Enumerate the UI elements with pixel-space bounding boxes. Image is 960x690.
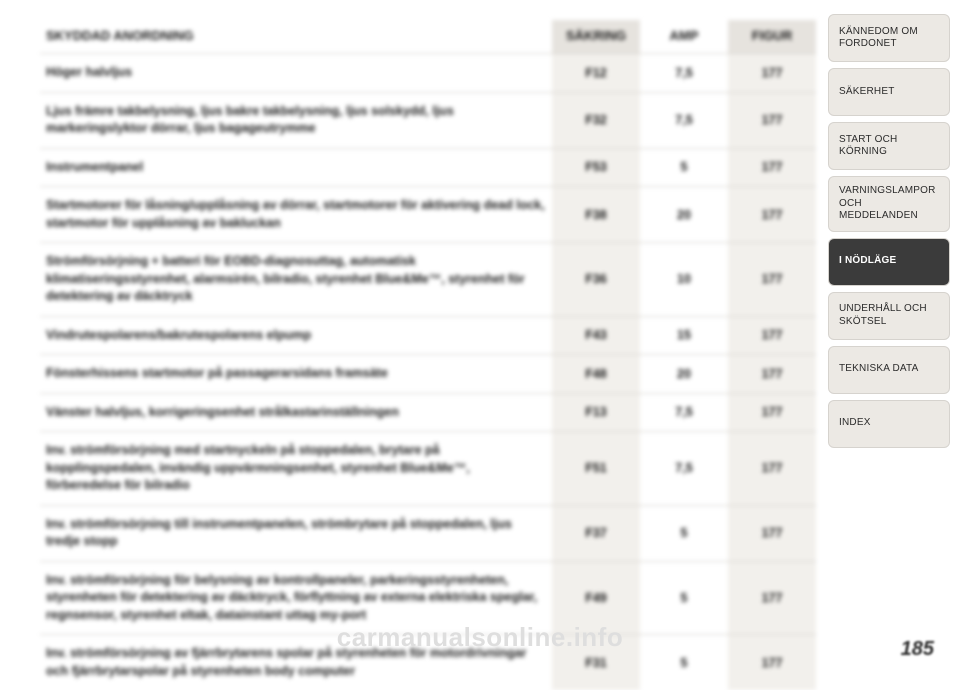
device-text: Inv. strömförsörjning till instrumentpan…: [46, 516, 546, 551]
cell-amp: 5: [640, 505, 728, 561]
cell-fig: 177: [728, 187, 816, 243]
cell-amp: 20: [640, 187, 728, 243]
page-number: 185: [901, 638, 934, 661]
th-device: SKYDDAD ANORDNING: [40, 20, 552, 54]
cell-device: Inv. strömförsörjning av fjärrbrytarens …: [40, 635, 552, 690]
device-text: Startmotorer för låsning/upplåsning av d…: [46, 197, 546, 232]
cell-fuse: F31: [552, 635, 640, 690]
cell-amp: 5: [640, 561, 728, 635]
cell-fuse: F36: [552, 243, 640, 317]
cell-fuse: F38: [552, 187, 640, 243]
cell-amp: 5: [640, 635, 728, 690]
cell-amp: 10: [640, 243, 728, 317]
device-text: Vindrutespolarens/bakrutespolarens elpum…: [46, 327, 546, 345]
sidebar-tab-label: I NÖDLÄGE: [839, 255, 896, 268]
sidebar-tab[interactable]: UNDERHÅLL OCH SKÖTSEL: [828, 292, 950, 340]
cell-amp: 15: [640, 316, 728, 355]
cell-amp: 7,5: [640, 92, 728, 148]
cell-amp: 5: [640, 148, 728, 187]
table-row: Strömförsörjning + batteri för EOBD-diag…: [40, 243, 816, 317]
cell-device: Instrumentpanel: [40, 148, 552, 187]
cell-device: Startmotorer för låsning/upplåsning av d…: [40, 187, 552, 243]
cell-fig: 177: [728, 316, 816, 355]
sidebar-tab-label: VARNINGSLAMPOR OCH MEDDELANDEN: [839, 185, 939, 223]
cell-fuse: F32: [552, 92, 640, 148]
device-text: Höger halvljus: [46, 64, 546, 82]
cell-fig: 177: [728, 92, 816, 148]
cell-fuse: F49: [552, 561, 640, 635]
th-fuse: SÄKRING: [552, 20, 640, 54]
table-row: Vindrutespolarens/bakrutespolarens elpum…: [40, 316, 816, 355]
cell-amp: 7,5: [640, 393, 728, 432]
table-row: Vänster halvljus, korrigeringsenhet strå…: [40, 393, 816, 432]
sidebar-tab[interactable]: TEKNISKA DATA: [828, 346, 950, 394]
device-text: Inv. strömförsörjning med startnyckeln p…: [46, 442, 546, 495]
main-content: SKYDDAD ANORDNING SÄKRING AMP FIGUR Höge…: [0, 0, 828, 677]
sidebar-tab[interactable]: SÄKERHET: [828, 68, 950, 116]
sidebar-tab[interactable]: INDEX: [828, 400, 950, 448]
cell-fig: 177: [728, 243, 816, 317]
cell-amp: 7,5: [640, 432, 728, 506]
cell-device: Inv. strömförsörjning med startnyckeln p…: [40, 432, 552, 506]
cell-device: Fönsterhissens startmotor på passagerars…: [40, 355, 552, 394]
sidebar-tab[interactable]: START OCH KÖRNING: [828, 122, 950, 170]
device-text: Inv. strömförsörjning för belysning av k…: [46, 572, 546, 625]
table-row: Inv. strömförsörjning för belysning av k…: [40, 561, 816, 635]
table-row: Inv. strömförsörjning av fjärrbrytarens …: [40, 635, 816, 690]
cell-fig: 177: [728, 148, 816, 187]
device-text: Ljus främre takbelysning, ljus bakre tak…: [46, 103, 546, 138]
sidebar-tab[interactable]: KÄNNEDOM OM FORDONET: [828, 14, 950, 62]
table-row: Fönsterhissens startmotor på passagerars…: [40, 355, 816, 394]
cell-fuse: F48: [552, 355, 640, 394]
cell-amp: 7,5: [640, 54, 728, 93]
th-fig: FIGUR: [728, 20, 816, 54]
fuse-table: SKYDDAD ANORDNING SÄKRING AMP FIGUR Höge…: [40, 20, 816, 690]
cell-fig: 177: [728, 432, 816, 506]
table-row: Inv. strömförsörjning till instrumentpan…: [40, 505, 816, 561]
sidebar-tab-label: TEKNISKA DATA: [839, 363, 918, 376]
sidebar-tab-label: SÄKERHET: [839, 86, 895, 99]
cell-device: Inv. strömförsörjning till instrumentpan…: [40, 505, 552, 561]
cell-device: Ljus främre takbelysning, ljus bakre tak…: [40, 92, 552, 148]
sidebar-tab-label: KÄNNEDOM OM FORDONET: [839, 26, 939, 51]
cell-fuse: F12: [552, 54, 640, 93]
table-row: Startmotorer för låsning/upplåsning av d…: [40, 187, 816, 243]
sidebar-tab-label: START OCH KÖRNING: [839, 134, 939, 159]
device-text: Vänster halvljus, korrigeringsenhet strå…: [46, 404, 546, 422]
sidebar-tab[interactable]: VARNINGSLAMPOR OCH MEDDELANDEN: [828, 176, 950, 232]
cell-fig: 177: [728, 393, 816, 432]
device-text: Inv. strömförsörjning av fjärrbrytarens …: [46, 645, 546, 680]
cell-fuse: F53: [552, 148, 640, 187]
table-row: Instrumentpanel F535177: [40, 148, 816, 187]
device-text: Strömförsörjning + batteri för EOBD-diag…: [46, 253, 546, 306]
page: SKYDDAD ANORDNING SÄKRING AMP FIGUR Höge…: [0, 0, 960, 677]
cell-fuse: F43: [552, 316, 640, 355]
cell-device: Vindrutespolarens/bakrutespolarens elpum…: [40, 316, 552, 355]
table-row: Höger halvljus F127,5177: [40, 54, 816, 93]
cell-device: Vänster halvljus, korrigeringsenhet strå…: [40, 393, 552, 432]
device-text: Instrumentpanel: [46, 159, 546, 177]
sidebar-tab-label: UNDERHÅLL OCH SKÖTSEL: [839, 303, 939, 328]
th-amp: AMP: [640, 20, 728, 54]
cell-fig: 177: [728, 54, 816, 93]
cell-fig: 177: [728, 355, 816, 394]
cell-device: Strömförsörjning + batteri för EOBD-diag…: [40, 243, 552, 317]
table-row: Ljus främre takbelysning, ljus bakre tak…: [40, 92, 816, 148]
sidebar-nav: KÄNNEDOM OM FORDONET SÄKERHET START OCH KÖ…: [828, 0, 960, 677]
cell-fuse: F51: [552, 432, 640, 506]
cell-fig: 177: [728, 635, 816, 690]
cell-fuse: F37: [552, 505, 640, 561]
cell-amp: 20: [640, 355, 728, 394]
cell-fig: 177: [728, 561, 816, 635]
cell-fuse: F13: [552, 393, 640, 432]
cell-device: Höger halvljus: [40, 54, 552, 93]
cell-fig: 177: [728, 505, 816, 561]
table-head: SKYDDAD ANORDNING SÄKRING AMP FIGUR: [40, 20, 816, 54]
device-text: Fönsterhissens startmotor på passagerars…: [46, 365, 546, 383]
sidebar-tab[interactable]: I NÖDLÄGE: [828, 238, 950, 286]
table-row: Inv. strömförsörjning med startnyckeln p…: [40, 432, 816, 506]
sidebar-tab-label: INDEX: [839, 417, 871, 430]
table-body: Höger halvljusF127,5177Ljus främre takbe…: [40, 54, 816, 690]
cell-device: Inv. strömförsörjning för belysning av k…: [40, 561, 552, 635]
